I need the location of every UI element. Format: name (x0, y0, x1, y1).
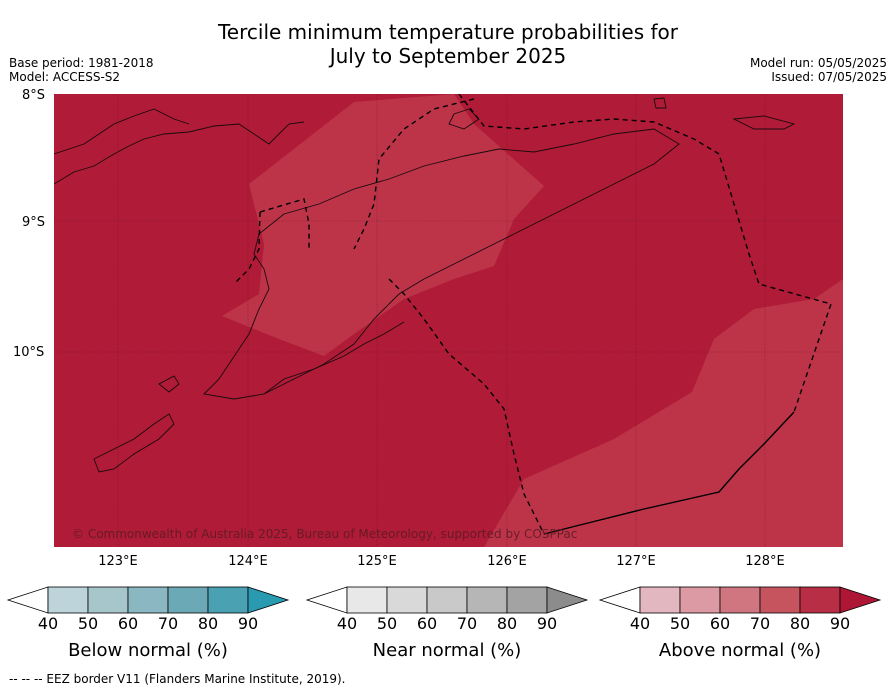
above-tick: 50 (669, 614, 691, 633)
copyright-text: © Commonwealth of Australia 2025, Bureau… (72, 527, 578, 541)
near-tick: 80 (496, 614, 518, 633)
below-tick: 70 (157, 614, 179, 633)
above-normal-80-region-east (484, 279, 843, 547)
meta-right: Model run: 05/05/2025 Issued: 07/05/2025 (750, 56, 887, 84)
lon-label-123e: 123°E (98, 554, 138, 569)
eez-border (233, 94, 832, 535)
below-tick: 90 (237, 614, 259, 633)
below-tick: 50 (77, 614, 99, 633)
issued-date: Issued: 07/05/2025 (771, 70, 887, 84)
lon-label-125e: 125°E (357, 554, 397, 569)
colorbar-above (598, 586, 882, 614)
lon-label-128e: 128°E (745, 554, 785, 569)
model-run: Model run: 05/05/2025 (749, 56, 887, 70)
near-normal-label: Near normal (%) (372, 640, 522, 661)
lat-label-8s: 8°S (22, 88, 46, 103)
lon-label-124e: 124°E (228, 554, 268, 569)
lon-label-127e: 127°E (616, 554, 656, 569)
map-title: Tercile minimum temperature probabilitie… (0, 20, 896, 68)
coastlines (54, 97, 796, 473)
probability-map[interactable] (54, 94, 843, 547)
title-line-2: July to September 2025 (329, 44, 567, 68)
above-normal-80-region-west (222, 94, 544, 356)
above-tick: 70 (749, 614, 771, 633)
colorbar-below (6, 586, 290, 614)
lon-label-126e: 126°E (487, 554, 527, 569)
grid-lines (54, 94, 843, 547)
above-normal-label: Above normal (%) (658, 640, 822, 661)
near-tick: 70 (456, 614, 478, 633)
near-tick: 50 (376, 614, 398, 633)
lat-label-9s: 9°S (22, 215, 46, 230)
near-tick: 40 (336, 614, 358, 633)
above-tick: 80 (789, 614, 811, 633)
colorbars (6, 586, 882, 614)
below-normal-label: Below normal (%) (68, 640, 228, 661)
near-tick: 90 (536, 614, 558, 633)
below-tick: 40 (37, 614, 59, 633)
below-tick: 60 (117, 614, 139, 633)
model-name: Model: ACCESS-S2 (9, 70, 121, 84)
base-period: Base period: 1981-2018 (9, 56, 154, 70)
below-tick: 80 (197, 614, 219, 633)
eez-legend: -- -- -- EEZ border V11 (Flanders Marine… (9, 672, 346, 686)
colorbar-near (305, 586, 589, 614)
lat-label-10s: 10°S (13, 345, 45, 360)
meta-left: Base period: 1981-2018 Model: ACCESS-S2 (9, 56, 154, 84)
above-tick: 40 (629, 614, 651, 633)
title-line-1: Tercile minimum temperature probabilitie… (217, 20, 679, 44)
above-tick: 90 (829, 614, 851, 633)
above-tick: 60 (709, 614, 731, 633)
near-tick: 60 (416, 614, 438, 633)
